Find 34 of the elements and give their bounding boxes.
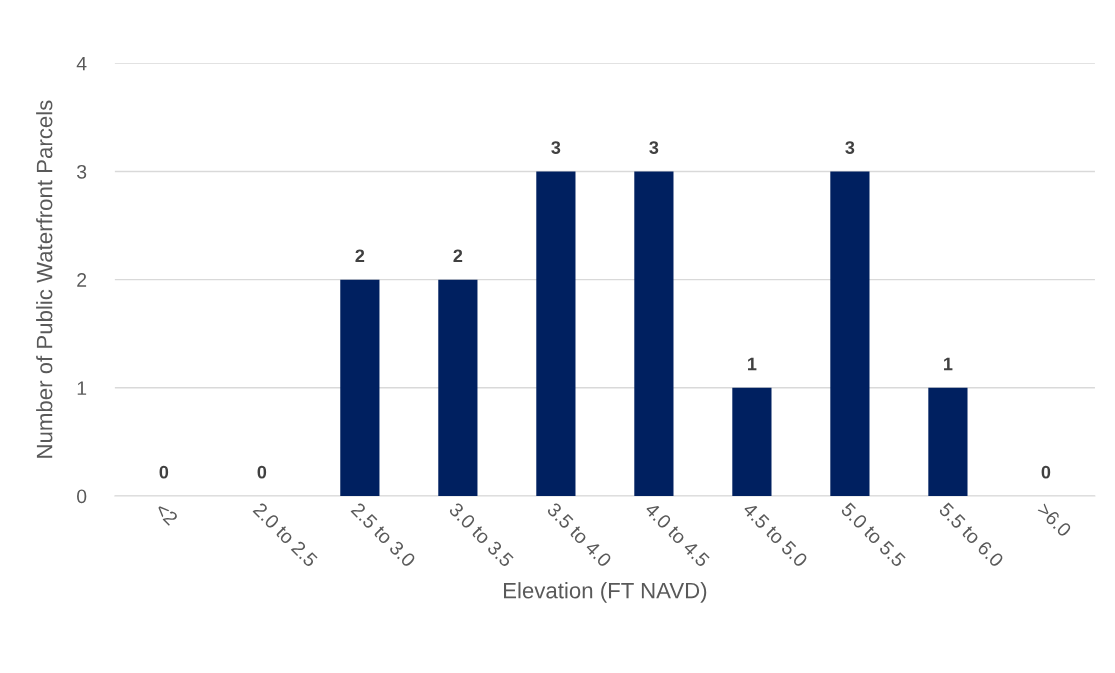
data-label: 2	[355, 249, 365, 262]
y-tick-label: 4	[76, 56, 87, 71]
x-tick-label: 4.0 to 4.5	[644, 501, 711, 568]
x-tick-label: 5.5 to 6.0	[938, 501, 1005, 568]
x-tick-label: 4.5 to 5.0	[742, 501, 809, 568]
y-tick-label: 0	[77, 489, 87, 504]
data-label: 0	[159, 465, 169, 479]
y-axis-title: Number of Public Waterfront Parcels	[36, 100, 53, 458]
x-tick-label: 2.5 to 3.0	[350, 501, 417, 568]
x-tick-label: 2.0 to 2.5	[252, 501, 319, 568]
x-tick-label: 3.5 to 4.0	[546, 501, 613, 568]
y-tick-label: 2	[77, 273, 87, 287]
data-label: 2	[453, 249, 463, 262]
data-label: 1	[944, 357, 953, 371]
data-label: 3	[649, 141, 659, 155]
bar	[340, 279, 380, 496]
x-tick-label: >6.0	[1036, 501, 1073, 538]
bar	[438, 279, 478, 496]
y-tick-label: 3	[77, 164, 87, 179]
y-tick-label: 1	[77, 381, 87, 395]
x-tick-label: <2	[154, 501, 179, 526]
x-axis-title: Elevation (FT NAVD)	[504, 582, 707, 603]
x-tick-label: 3.0 to 3.5	[448, 501, 515, 568]
bar	[830, 171, 870, 496]
x-tick-label: 5.0 to 5.5	[840, 501, 907, 568]
data-label: 3	[845, 141, 855, 155]
data-label: 3	[551, 141, 561, 155]
bar	[634, 171, 674, 496]
bar	[732, 387, 772, 496]
bar	[928, 387, 968, 496]
data-label: 0	[257, 465, 267, 479]
bar	[536, 171, 576, 496]
data-label: 0	[1041, 465, 1051, 479]
data-label: 1	[748, 357, 757, 371]
